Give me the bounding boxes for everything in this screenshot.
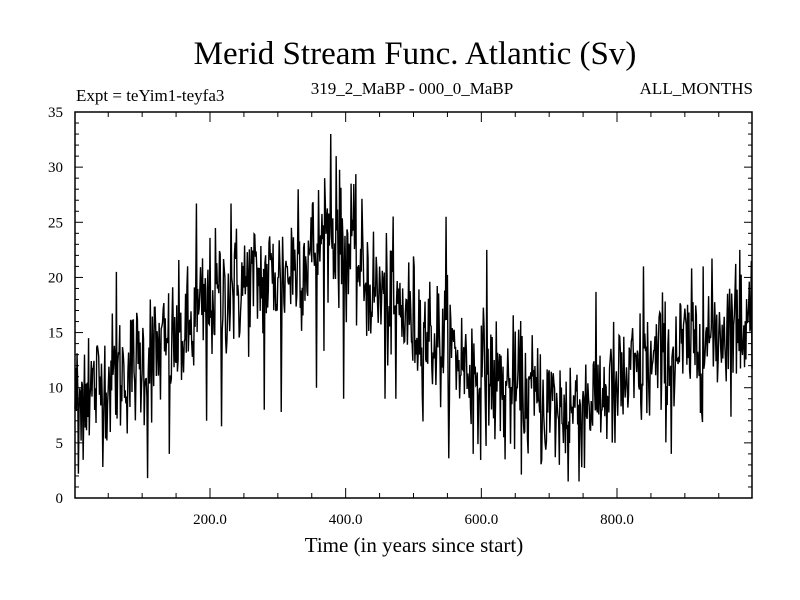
y-tick-label: 5 [56, 436, 64, 452]
y-tick-label: 35 [48, 105, 63, 121]
y-tick-label: 25 [48, 215, 63, 231]
plot-area [74, 134, 753, 482]
x-tick-label: 400.0 [329, 512, 363, 528]
x-tick-label: 200.0 [193, 512, 227, 528]
y-tick-label: 0 [56, 491, 64, 507]
y-axis: 0 5 10 15 20 25 30 35 [48, 105, 752, 507]
chart-subtitle-center: 319_2_MaBP - 000_0_MaBP [311, 79, 513, 98]
x-axis-label: Time (in years since start) [305, 533, 524, 557]
chart-subtitle-right: ALL_MONTHS [640, 79, 753, 98]
chart-subtitle-left: Expt = teYim1-teyfa3 [76, 86, 224, 105]
x-tick-label: 600.0 [464, 512, 498, 528]
y-tick-label: 15 [48, 326, 63, 342]
x-tick-label: 800.0 [600, 512, 634, 528]
y-tick-label: 30 [48, 160, 63, 176]
series-line [74, 134, 753, 482]
y-tick-label: 10 [48, 381, 63, 397]
x-axis: 200.0 400.0 600.0 800.0 [107, 112, 720, 528]
chart-title: Merid Stream Func. Atlantic (Sv) [194, 36, 637, 72]
y-tick-label: 20 [48, 270, 63, 286]
